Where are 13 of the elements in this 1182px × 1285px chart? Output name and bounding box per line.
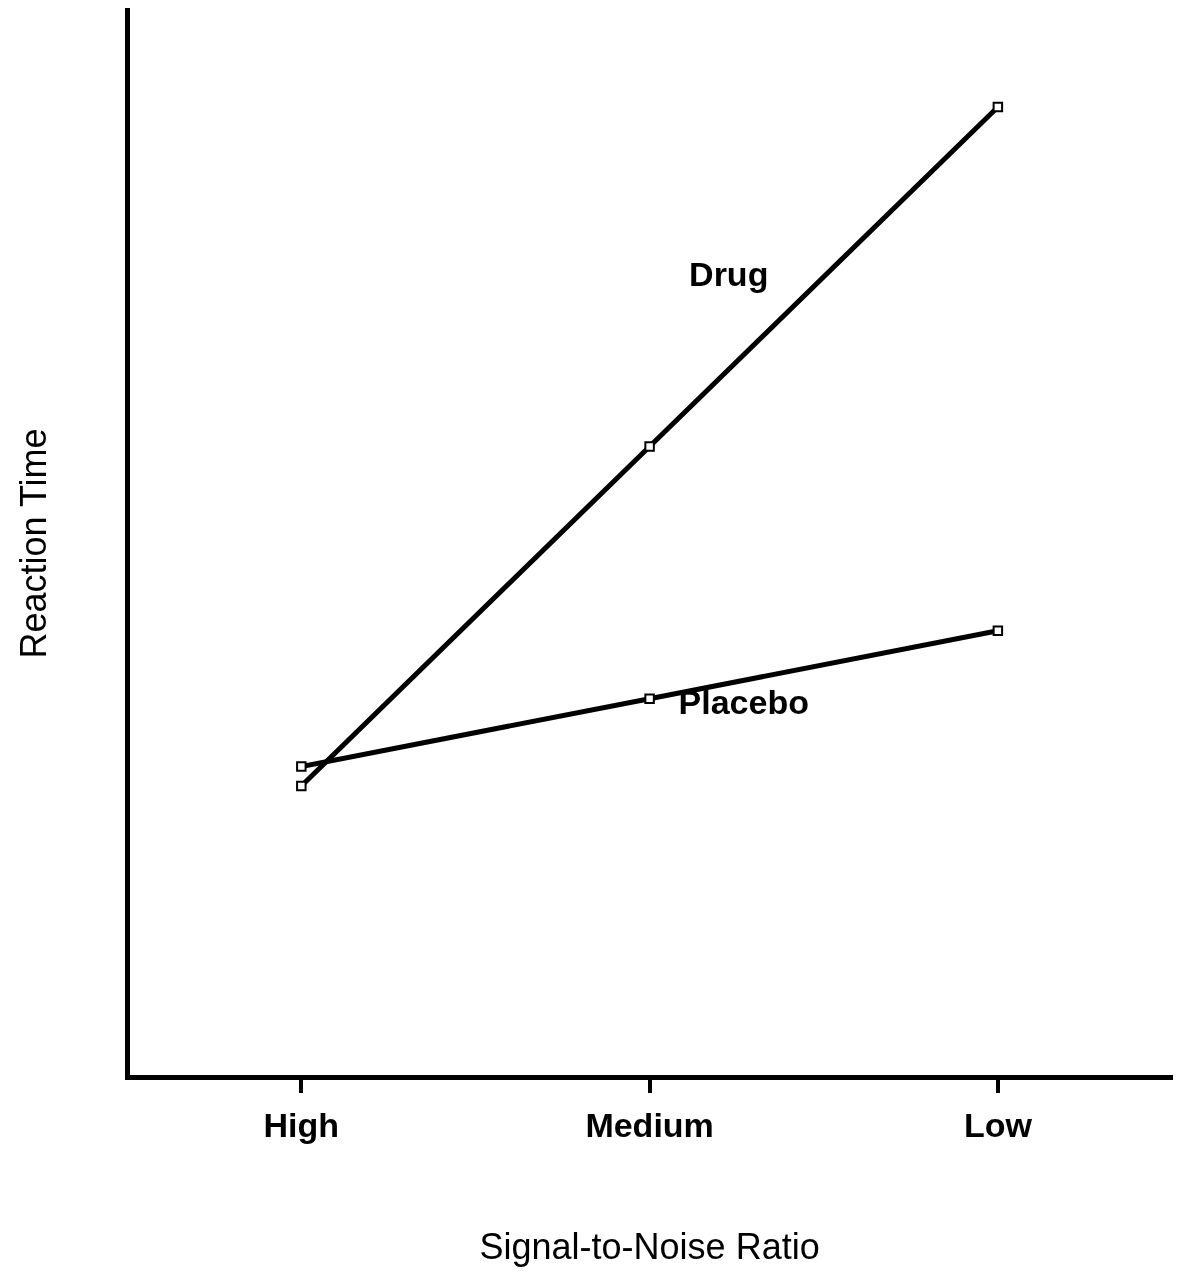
x-tick-label: High (263, 1105, 340, 1144)
point (296, 761, 307, 772)
point (296, 780, 307, 792)
x-tick-label: Medium (585, 1105, 714, 1144)
point (992, 625, 1004, 637)
point (992, 101, 1004, 113)
series-label: Drug (689, 255, 769, 294)
x-tick-label: Low (963, 1105, 1033, 1144)
series-label: Placebo (678, 683, 809, 722)
x-axis-title: Signal-to-Noise Ratio (479, 1226, 820, 1268)
point (644, 693, 655, 704)
point (644, 441, 655, 452)
y-axis-title: Reaction Time (12, 428, 54, 659)
